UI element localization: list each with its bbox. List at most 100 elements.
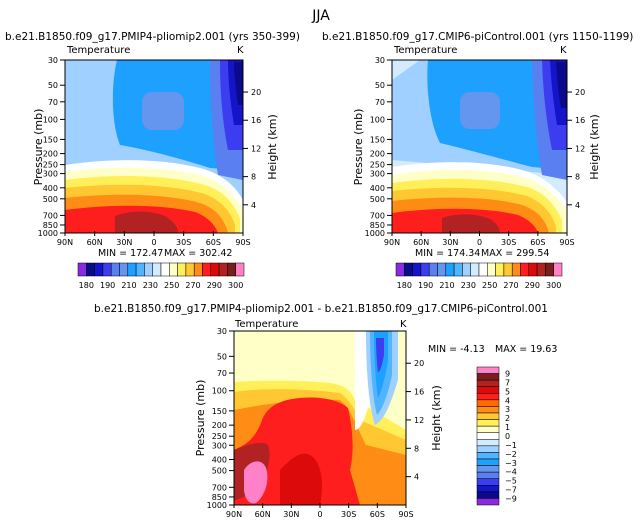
colorbar-label: 250	[482, 281, 497, 290]
panel-1-colorbar: 180 190 210 230 250 270 290 300	[77, 262, 245, 290]
colorbar-label: 300	[228, 281, 243, 290]
y-tick-label: 700	[370, 211, 385, 220]
y-tick-label: 500	[43, 195, 58, 204]
panel-1-min: MIN = 172.47	[98, 248, 163, 259]
panel-1-units: K	[237, 45, 244, 56]
temp-band-180-pole	[234, 62, 243, 105]
colorbar-label: 270	[185, 281, 200, 290]
page-title: JJA	[311, 8, 330, 24]
y-tick-label: 250	[370, 161, 385, 170]
x-tick-label: 30N	[442, 238, 458, 247]
panel-3-ylabel: Pressure (mb)	[194, 380, 207, 457]
colorbar-swatch	[476, 458, 500, 466]
panel-1: b.e21.B1850.f09_g17.PMIP4-pliomip2.001 (…	[5, 31, 300, 290]
colorbar-swatch	[476, 498, 500, 506]
colorbar-swatch	[476, 419, 500, 427]
colorbar-swatch	[545, 262, 554, 277]
y-tick-label: 150	[370, 135, 385, 144]
panel-1-right-ticks: 20 16 12 8 4	[243, 88, 261, 210]
panel-2-ylabel: Pressure (mb)	[352, 109, 365, 186]
x-tick-label: 30S	[341, 510, 356, 519]
colorbar-label: 4	[505, 396, 510, 405]
panel-3-field	[234, 331, 406, 505]
y-tick-label: 500	[212, 467, 227, 476]
x-tick-label: 60S	[370, 510, 385, 519]
colorbar-swatch	[202, 262, 212, 277]
colorbar-label: 190	[418, 281, 433, 290]
panel-2-max: MAX = 299.54	[481, 248, 549, 259]
colorbar-swatch	[476, 471, 500, 479]
colorbar-swatch	[470, 262, 480, 277]
colorbar-swatch	[476, 393, 500, 401]
y-tick-label: 1000	[207, 501, 227, 510]
diff-band-neg4-neg5	[376, 338, 384, 372]
colorbar-swatch	[412, 262, 422, 277]
y-tick-label: 50	[48, 81, 58, 90]
y-tick-label: 300	[43, 170, 58, 179]
panel-2-right-ticks: 20 16 12 8 4	[567, 88, 585, 210]
panel-3-title: b.e21.B1850.f09_g17.PMIP4-pliomip2.001 -…	[94, 303, 548, 315]
colorbar-swatch	[553, 262, 563, 277]
y-tick-label: 400	[212, 456, 227, 465]
x-tick-label: 60S	[206, 238, 221, 247]
colorbar-label: 7	[505, 378, 510, 387]
y-right-tick-label: 16	[414, 388, 424, 397]
panel-1-field	[65, 60, 243, 233]
colorbar-swatch	[395, 262, 405, 277]
colorbar-swatch	[177, 262, 187, 277]
y-right-tick-label: 16	[251, 116, 261, 125]
y-tick-label: 150	[212, 407, 227, 416]
y-tick-label: 700	[212, 483, 227, 492]
y-tick-label: 30	[375, 56, 385, 65]
y-right-tick-label: 12	[414, 416, 424, 425]
panel-1-ylabel: Pressure (mb)	[32, 109, 45, 186]
y-tick-label: 70	[375, 98, 385, 107]
x-tick-label: 60S	[530, 238, 545, 247]
y-tick-label: 500	[370, 195, 385, 204]
colorbar-swatch	[476, 478, 500, 486]
y-tick-label: 70	[48, 98, 58, 107]
colorbar-swatch	[420, 262, 430, 277]
y-tick-label: 30	[217, 327, 227, 336]
panel-3-units: K	[400, 319, 407, 330]
y-tick-label: 250	[212, 432, 227, 441]
colorbar-swatch	[428, 262, 438, 277]
panel-2-subtitle: Temperature	[393, 45, 457, 56]
panel-2-field	[392, 60, 567, 233]
panel-1-title: b.e21.B1850.f09_g17.PMIP4-pliomip2.001 (…	[5, 31, 300, 43]
temp-band-298	[115, 211, 178, 233]
colorbar-swatch	[227, 262, 236, 277]
colorbar-swatch	[487, 262, 496, 277]
temp-band-210-core	[460, 92, 500, 129]
y-tick-label: 1000	[365, 229, 385, 238]
y-tick-label: 70	[217, 369, 227, 378]
y-tick-label: 50	[375, 81, 385, 90]
temp-band-210-core	[142, 92, 184, 130]
colorbar-swatch	[476, 399, 500, 407]
colorbar-label: −9	[505, 494, 517, 503]
y-tick-label: 100	[212, 387, 227, 396]
colorbar-label: 5	[505, 387, 510, 396]
colorbar-swatch	[536, 262, 546, 277]
colorbar-swatch	[476, 386, 500, 394]
colorbar-swatch	[86, 262, 95, 277]
colorbar-label: 250	[164, 281, 179, 290]
colorbar-label: 230	[461, 281, 476, 290]
y-right-tick-label: 8	[575, 173, 580, 182]
colorbar-swatch	[476, 439, 500, 447]
x-tick-label: 30N	[283, 510, 299, 519]
colorbar-swatch	[127, 262, 137, 277]
diff-band-0-neg1	[355, 331, 370, 430]
colorbar-swatch	[110, 262, 120, 277]
colorbar-label: 290	[525, 281, 540, 290]
y-right-tick-label: 16	[575, 116, 585, 125]
colorbar-label: 9	[505, 370, 510, 379]
x-tick-label: 30N	[116, 238, 132, 247]
colorbar-swatch	[102, 262, 112, 277]
colorbar-label: −5	[505, 477, 517, 486]
colorbar-swatch	[453, 262, 463, 277]
